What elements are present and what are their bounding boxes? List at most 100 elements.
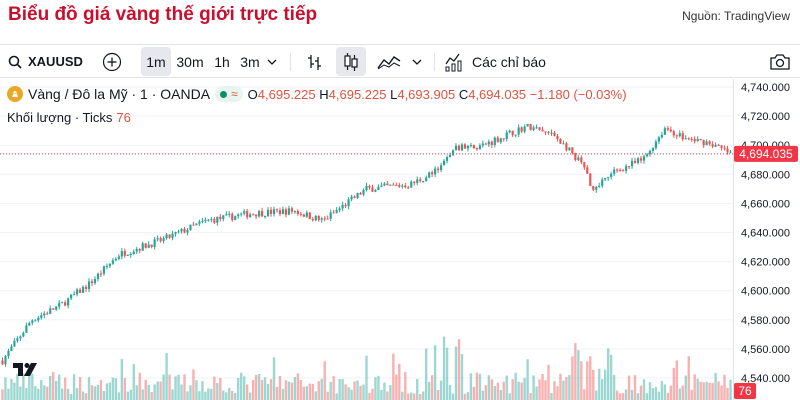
tradingview-logo[interactable] <box>12 360 38 383</box>
market-status-badge[interactable]: ≈ <box>215 86 243 102</box>
volume-bar <box>577 350 580 400</box>
candlestick-chart-type-button[interactable] <box>336 47 366 76</box>
candle-body <box>344 204 347 207</box>
volume-bar <box>141 389 144 400</box>
candle-body <box>696 138 699 142</box>
volume-bar <box>189 385 192 400</box>
volume-bar <box>672 367 676 400</box>
interval-30m-button[interactable]: 30m <box>176 53 204 70</box>
candle-body <box>475 147 478 150</box>
area-chart-type-button[interactable] <box>374 45 404 78</box>
volume-bar <box>675 360 678 400</box>
candle-body <box>508 130 511 133</box>
volume-bar <box>362 384 365 400</box>
price-axis[interactable]: 4,740.0004,720.0004,700.0004,680.0004,66… <box>733 79 790 400</box>
candle-body <box>660 134 663 138</box>
candle-body <box>129 253 132 255</box>
candle-body <box>463 144 467 149</box>
volume-bar <box>305 386 309 400</box>
candle-body <box>386 183 389 186</box>
volume-bar <box>302 386 306 400</box>
candle-body <box>383 183 386 186</box>
volume-bar <box>22 373 25 400</box>
volume-bar <box>636 393 640 400</box>
price-axis-tick: 4,600.000 <box>741 286 790 298</box>
volume-bar <box>484 385 488 400</box>
interval-dropdown-button[interactable] <box>264 45 280 78</box>
candle-body <box>159 238 162 242</box>
volume-bar <box>338 379 341 400</box>
volume-bar <box>311 383 314 400</box>
volume-bar <box>472 386 476 400</box>
volume-bar <box>284 380 288 400</box>
volume-bar <box>499 389 502 400</box>
volume-bar <box>648 382 652 400</box>
series-name[interactable]: Vàng / Đô la Mỹ · 1 · OANDA <box>28 86 211 102</box>
bar-chart-type-button[interactable] <box>302 45 328 78</box>
volume-bar <box>314 391 317 400</box>
volume-bar <box>466 392 470 400</box>
candle-body <box>219 216 222 220</box>
indicators-button[interactable]: Các chỉ báo <box>444 45 554 78</box>
volume-bar <box>90 385 94 400</box>
interval-3m-button[interactable]: 3m <box>240 53 260 70</box>
candle-body <box>138 248 141 251</box>
volume-bar <box>684 375 687 400</box>
price-change: −1.180 (−0.03%) <box>529 86 627 102</box>
compare-symbol-button[interactable] <box>98 45 126 78</box>
volume-bar <box>129 389 132 400</box>
volume-bar <box>496 382 499 400</box>
candle-body <box>454 145 458 151</box>
candle-body <box>120 251 123 257</box>
volume-bar <box>460 354 464 400</box>
candle-body <box>255 214 258 217</box>
chart-canvas[interactable]: 4,740.0004,720.0004,700.0004,680.0004,66… <box>0 79 800 400</box>
candle-body <box>213 219 216 223</box>
volume-label[interactable]: Khối lượng · Ticks <box>7 110 113 125</box>
symbol-search-button[interactable]: XAUUSD <box>8 45 90 78</box>
volume-bar <box>580 361 583 400</box>
candle-body <box>592 185 595 190</box>
candle-body <box>377 186 380 190</box>
volume-bar <box>150 391 153 400</box>
candle-body <box>189 224 192 231</box>
candle-body <box>410 181 413 188</box>
volume-bar <box>374 377 377 400</box>
candle-body <box>31 320 34 323</box>
volume-bar <box>269 379 273 400</box>
price-chart[interactable]: 4,740.0004,720.0004,700.0004,680.0004,66… <box>0 79 800 400</box>
volume-bar <box>609 354 613 400</box>
volume-bar <box>714 372 717 400</box>
candle-body <box>442 160 446 166</box>
volume-bar <box>630 389 634 400</box>
interval-1h-button[interactable]: 1h <box>214 53 230 70</box>
volume-bar <box>645 393 649 400</box>
volume-bar <box>368 392 371 400</box>
volume-bar <box>365 355 368 400</box>
volume-bar <box>421 391 425 400</box>
volume-bar <box>272 357 276 400</box>
candle-body <box>520 127 523 132</box>
candle-body <box>574 153 577 161</box>
volume-bar <box>96 384 100 400</box>
price-candles <box>1 123 732 367</box>
snapshot-button[interactable] <box>766 45 794 78</box>
candle-body <box>78 289 82 293</box>
candle-body <box>147 244 150 248</box>
volume-bar <box>126 391 129 400</box>
volume-bar <box>592 369 595 400</box>
candle-body <box>260 211 264 217</box>
volume-bar <box>34 385 37 400</box>
volume-bar <box>245 384 249 400</box>
candle-body <box>717 144 720 146</box>
volume-bar <box>239 372 243 400</box>
chart-type-dropdown-button[interactable] <box>408 45 426 78</box>
interval-1m-button[interactable]: 1m <box>141 47 171 76</box>
candle-body <box>198 221 201 224</box>
candle-body <box>404 185 407 188</box>
candle-body <box>16 338 19 341</box>
volume-bar <box>541 374 544 400</box>
candle-body <box>10 346 13 351</box>
candle-body <box>422 180 425 182</box>
price-axis-tick: 4,620.000 <box>741 257 790 269</box>
